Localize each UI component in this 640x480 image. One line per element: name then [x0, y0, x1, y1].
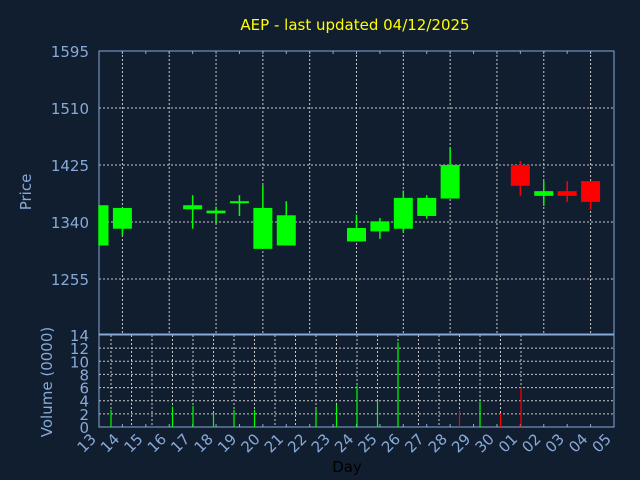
candle-body — [440, 165, 460, 199]
x-tick-label: 17 — [167, 430, 193, 456]
price-tick-label: 1340 — [51, 214, 89, 232]
x-tick-label: 02 — [518, 430, 544, 456]
chart-title: AEP - last updated 04/12/2025 — [240, 16, 469, 34]
volume-tick-label: 10 — [70, 353, 89, 371]
x-tick-label: 14 — [97, 430, 123, 456]
candle-body — [183, 205, 203, 210]
candle-body — [534, 191, 554, 196]
volume-tick-label: 8 — [79, 366, 89, 384]
x-tick-label: 03 — [542, 430, 568, 456]
volume-tick-label: 2 — [79, 406, 89, 424]
x-tick-label: 01 — [495, 430, 521, 456]
x-tick-label: 15 — [120, 430, 146, 456]
volume-tick-label: 4 — [79, 393, 89, 411]
price-tick-label: 1595 — [51, 43, 89, 61]
candle-body — [229, 201, 249, 204]
candle-body — [393, 197, 413, 229]
x-tick-label: 25 — [355, 430, 381, 456]
x-tick-label: 18 — [191, 430, 217, 456]
x-tick-label: 29 — [448, 430, 474, 456]
price-tick-label: 1425 — [51, 157, 89, 175]
candle-body — [347, 228, 366, 242]
x-tick-label: 05 — [589, 430, 615, 456]
candle-body — [206, 210, 226, 214]
x-tick-label: 13 — [74, 430, 100, 456]
price-tick-label: 1255 — [51, 271, 89, 289]
x-tick-label: 16 — [144, 430, 170, 456]
price-tick-label: 1510 — [51, 100, 89, 118]
candle-body — [370, 221, 390, 232]
candle-body — [557, 191, 577, 196]
candle-body — [99, 205, 109, 246]
volume-axis-label: Volume (0000) — [38, 327, 56, 437]
x-tick-label: 24 — [331, 430, 357, 456]
x-axis-label: Day — [332, 458, 362, 476]
volume-tick-label: 6 — [79, 380, 89, 398]
x-tick-label: 26 — [378, 430, 404, 456]
candle-body — [112, 207, 132, 229]
candle-body — [510, 165, 530, 186]
candle-body — [417, 197, 437, 216]
candle-body — [276, 215, 296, 246]
x-tick-label: 20 — [237, 430, 263, 456]
x-tick-label: 23 — [308, 430, 334, 456]
x-tick-label: 27 — [401, 430, 427, 456]
x-tick-label: 19 — [214, 430, 240, 456]
x-tick-label: 04 — [565, 430, 591, 456]
volume-tick-label: 14 — [70, 327, 89, 345]
candle-body — [253, 207, 273, 249]
volume-tick-label: 12 — [70, 340, 89, 358]
volume-tick-label: 0 — [79, 419, 89, 437]
x-tick-label: 28 — [425, 430, 451, 456]
x-tick-label: 30 — [472, 430, 498, 456]
price-axis-label: Price — [17, 174, 35, 211]
candle-body — [581, 181, 601, 202]
x-tick-label: 21 — [261, 430, 287, 456]
x-tick-label: 22 — [284, 430, 310, 456]
